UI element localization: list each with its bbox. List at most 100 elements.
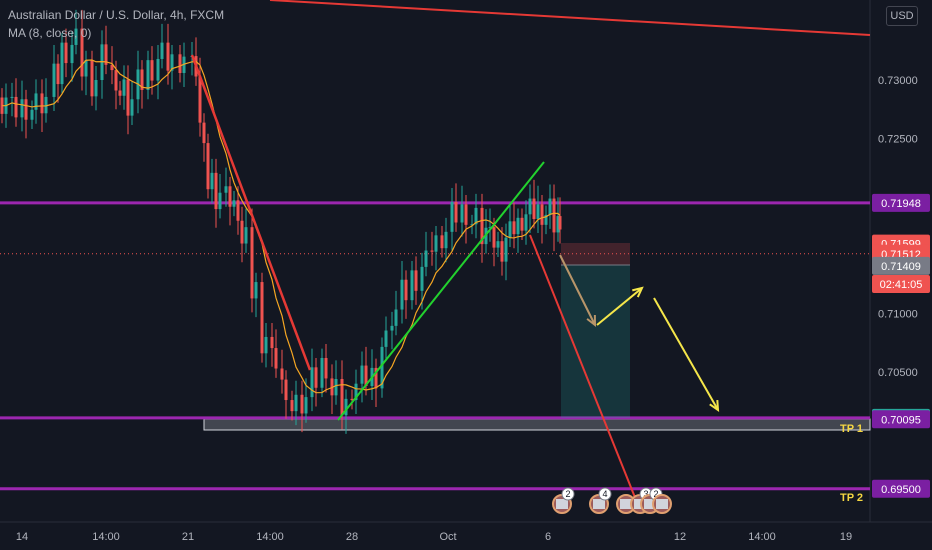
candle-body — [40, 93, 44, 114]
candle-body — [126, 79, 130, 116]
candle-body — [454, 202, 458, 223]
candle-body — [480, 207, 484, 245]
candle-body — [166, 42, 170, 71]
candle-body — [10, 96, 14, 98]
stop-loss-zone — [561, 243, 630, 265]
price-label-box — [872, 479, 930, 498]
arrow-up-yellow — [596, 287, 643, 326]
candle-body — [414, 270, 418, 291]
arrow-down-brown-head — [586, 314, 597, 328]
candle-body — [254, 282, 258, 299]
candle-body — [160, 42, 164, 59]
event-count-badge — [598, 487, 612, 501]
candle-body — [340, 379, 344, 416]
candle-body — [210, 172, 214, 190]
candle-body — [94, 80, 98, 97]
candle-body — [114, 70, 118, 91]
candle-body — [104, 44, 108, 65]
candle-body — [512, 221, 516, 235]
arrow-up-yellow-head — [632, 286, 644, 298]
candle-body — [122, 79, 126, 96]
candle-body — [264, 336, 268, 354]
candle-body — [556, 216, 560, 233]
event-flag-icon-body — [656, 499, 668, 509]
x-tick-label: 14:00 — [92, 531, 120, 543]
candle-body — [548, 198, 552, 215]
x-tick-label: 14 — [16, 531, 28, 543]
chart-legend: Australian Dollar / U.S. Dollar, 4h, FXC… — [8, 6, 224, 42]
candle-body — [294, 394, 298, 412]
candle-body — [474, 207, 478, 225]
event-count-text: 2 — [565, 489, 570, 499]
candle-body — [150, 60, 154, 81]
event-count-text: 2 — [653, 489, 658, 499]
candle-body — [320, 357, 324, 388]
candle-body — [334, 379, 338, 396]
candle-body — [544, 214, 548, 225]
candle-body — [34, 93, 38, 110]
currency-button[interactable]: USD — [886, 6, 918, 26]
candle-body — [540, 204, 544, 225]
candle-body — [324, 357, 328, 379]
candle-body — [470, 224, 474, 226]
candle-body — [280, 368, 284, 380]
arrow-down-brown — [559, 254, 596, 326]
x-tick-label: 14:00 — [256, 531, 284, 543]
candle-body — [74, 28, 78, 45]
x-tick-label: 6 — [545, 531, 551, 543]
candle-body — [218, 192, 222, 210]
candle-body — [60, 42, 64, 85]
candle-body — [236, 200, 240, 221]
take-profit-zone — [561, 265, 630, 418]
candle-body — [304, 397, 308, 414]
candle-body — [488, 227, 492, 229]
ma-indicator-label[interactable]: MA (8, close, 0) — [8, 26, 92, 40]
downtrend-line — [190, 54, 312, 371]
price-label-box — [872, 275, 930, 293]
candle-body — [90, 60, 94, 97]
x-tick-label: 21 — [182, 531, 194, 543]
candle-body — [228, 186, 232, 207]
candle-body — [284, 379, 288, 401]
candle-body — [434, 235, 438, 252]
candle-body — [84, 60, 88, 77]
y-tick-label: 0.72500 — [878, 133, 918, 145]
candle-body — [516, 217, 520, 235]
y-tick-label: 0.73000 — [878, 75, 918, 87]
candle-body — [404, 279, 408, 301]
candle-body — [504, 237, 508, 262]
candle-body — [532, 198, 536, 219]
candle-body — [508, 221, 512, 238]
candle-body — [536, 204, 540, 219]
candle-body — [360, 365, 364, 384]
candle-body — [232, 200, 236, 207]
event-count-text: 4 — [602, 489, 607, 499]
projection-line — [529, 234, 637, 501]
support-zone — [203, 418, 871, 431]
candle-body — [198, 76, 202, 123]
candle-body — [520, 217, 524, 231]
candle-body — [64, 42, 68, 64]
x-tick-label: Oct — [439, 531, 456, 543]
candle-body — [558, 216, 562, 230]
event-count-badge — [561, 487, 575, 501]
candle-body — [274, 348, 278, 369]
candle-body — [70, 44, 74, 64]
candle-body — [250, 227, 254, 299]
arrow-down-yellow — [653, 297, 719, 411]
x-tick-label: 28 — [346, 531, 358, 543]
candle-body — [314, 367, 318, 388]
symbol-title[interactable]: Australian Dollar / U.S. Dollar, 4h, FXC… — [8, 8, 225, 22]
candle-body — [492, 227, 496, 248]
candle-body — [30, 109, 34, 120]
x-tick-label: 14:00 — [748, 531, 776, 543]
event-flag-icon-body — [644, 499, 656, 509]
event-flag-icon-body — [593, 499, 605, 509]
event-count-text: 3 — [643, 489, 648, 499]
candle-body — [56, 63, 60, 85]
candle-body — [524, 214, 528, 231]
candle-body — [270, 336, 274, 349]
candle-body — [364, 365, 368, 387]
price-label-text: 0.70095 — [881, 414, 921, 426]
